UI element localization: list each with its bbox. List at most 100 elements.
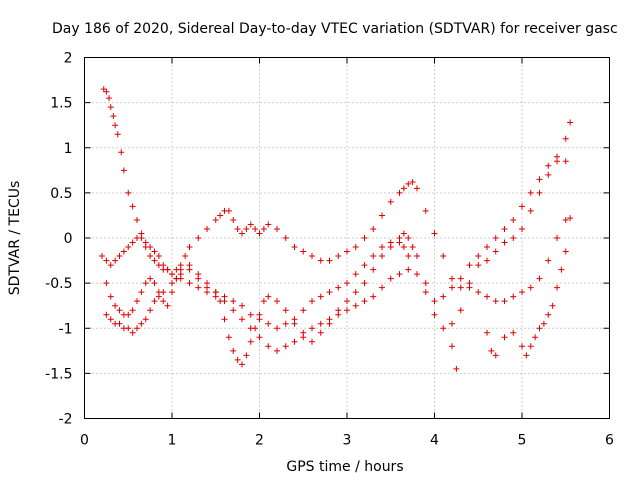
data-point [155, 253, 162, 260]
data-point [120, 248, 127, 255]
data-point [475, 253, 482, 260]
data-point [405, 180, 412, 187]
data-point [501, 298, 508, 305]
data-point [195, 275, 202, 282]
data-point [317, 257, 324, 264]
y-tick-label: 2 [64, 51, 73, 67]
data-point [492, 298, 499, 305]
data-point [519, 203, 525, 210]
data-point [212, 216, 219, 223]
data-point [400, 185, 407, 192]
data-point [256, 334, 263, 341]
data-point [247, 325, 254, 332]
data-point [400, 244, 407, 251]
data-point [142, 316, 149, 323]
data-points [99, 86, 574, 372]
data-point [116, 307, 123, 314]
data-point [134, 216, 140, 223]
data-point [221, 298, 228, 305]
data-point [129, 203, 136, 210]
data-point [112, 122, 119, 129]
data-point [335, 284, 342, 291]
data-point [300, 248, 307, 255]
data-point [142, 280, 149, 287]
data-point [440, 325, 447, 332]
y-axis-label: SDTVAR / TECUs [7, 181, 23, 296]
data-point [234, 356, 241, 363]
grid-lines [84, 57, 610, 419]
data-point [361, 298, 368, 305]
data-point [335, 311, 342, 318]
data-point [282, 343, 289, 350]
data-point [484, 244, 490, 251]
data-point [230, 216, 237, 223]
data-point [431, 230, 438, 237]
data-point [335, 253, 342, 260]
data-point [344, 248, 350, 255]
data-point [440, 253, 447, 260]
data-point [344, 280, 350, 287]
y-tick-label: 1 [64, 141, 73, 157]
data-point [160, 262, 167, 269]
data-point [545, 171, 552, 178]
data-point [204, 225, 210, 232]
data-point [147, 275, 154, 282]
data-point [379, 284, 385, 291]
data-point [510, 329, 517, 336]
data-point [554, 284, 560, 291]
data-point [120, 167, 127, 174]
data-point [466, 262, 473, 269]
data-point [239, 316, 245, 323]
y-tick-label: -2 [59, 412, 73, 428]
data-point [125, 311, 132, 318]
data-point [252, 225, 259, 232]
data-point [164, 302, 171, 309]
data-point [107, 293, 114, 300]
data-point [519, 343, 525, 350]
data-point [234, 225, 241, 232]
data-point [147, 244, 154, 251]
data-point [125, 189, 132, 196]
data-point [151, 257, 158, 264]
data-point [106, 95, 112, 102]
data-point [545, 162, 552, 169]
data-point [134, 298, 140, 305]
data-point [536, 275, 543, 282]
data-point [151, 298, 158, 305]
data-point [239, 361, 245, 368]
data-point [225, 207, 232, 214]
data-point [291, 320, 298, 327]
data-point [116, 253, 123, 260]
data-point [414, 185, 420, 192]
data-point [247, 338, 254, 345]
data-point [134, 325, 140, 332]
data-point [344, 298, 350, 305]
data-point [309, 338, 315, 345]
data-point [492, 235, 499, 241]
data-point [532, 334, 539, 341]
data-point [370, 253, 377, 260]
data-point [243, 352, 250, 359]
data-point [230, 347, 237, 354]
data-point [260, 298, 267, 305]
data-point [125, 244, 132, 251]
y-tick-label: 0.5 [50, 186, 72, 202]
y-tick-label: 0 [64, 231, 73, 247]
data-point [396, 189, 403, 196]
data-point [151, 248, 158, 255]
data-point [422, 289, 429, 296]
data-point [186, 266, 193, 273]
data-point [204, 284, 210, 291]
data-point [247, 311, 254, 318]
series-4 [103, 248, 569, 372]
data-point [100, 86, 107, 93]
data-point [326, 316, 333, 323]
data-point [562, 216, 569, 223]
data-point [110, 113, 117, 120]
data-point [107, 262, 114, 269]
data-point [409, 244, 416, 251]
data-point [274, 325, 280, 332]
data-point [112, 302, 119, 309]
data-point [129, 329, 136, 336]
data-point [527, 343, 534, 350]
